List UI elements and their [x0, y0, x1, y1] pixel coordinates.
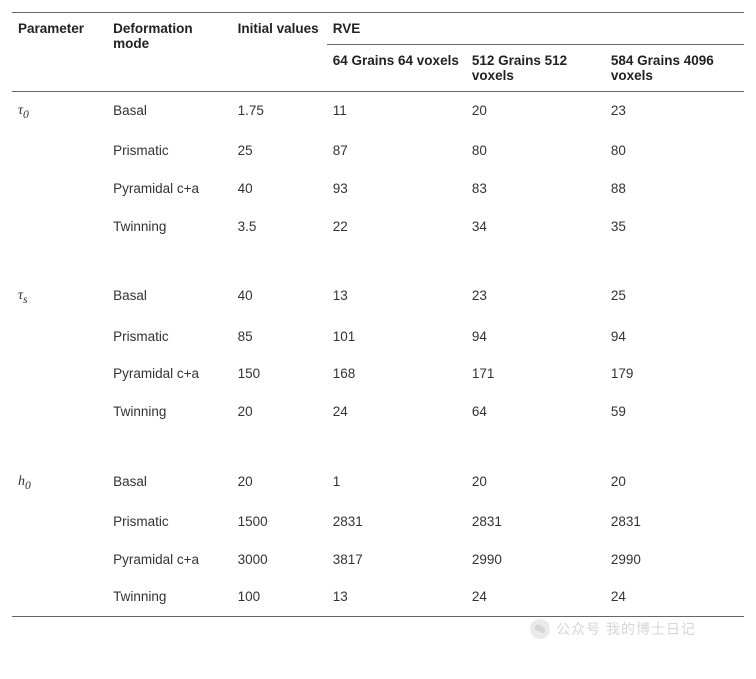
- table-body: τ0Basal1.75112023Prismatic25878080Pyrami…: [12, 92, 744, 617]
- cell-parameter: [12, 318, 107, 356]
- cell-rve-0: 101: [327, 318, 466, 356]
- cell-initial: 3.5: [232, 208, 327, 246]
- cell-rve-1: 171: [466, 355, 605, 393]
- cell-parameter: [12, 503, 107, 541]
- col-header-parameter: Parameter: [12, 13, 107, 92]
- cell-initial: 20: [232, 393, 327, 431]
- table-row: Pyramidal c+a150168171179: [12, 355, 744, 393]
- cell-rve-0: 24: [327, 393, 466, 431]
- cell-initial: 40: [232, 277, 327, 317]
- cell-mode: Twinning: [107, 393, 231, 431]
- cell-rve-2: 2831: [605, 503, 744, 541]
- cell-rve-2: 80: [605, 132, 744, 170]
- cell-rve-2: 20: [605, 463, 744, 503]
- cell-rve-2: 59: [605, 393, 744, 431]
- cell-mode: Basal: [107, 92, 231, 133]
- cell-rve-0: 93: [327, 170, 466, 208]
- cell-mode: Pyramidal c+a: [107, 170, 231, 208]
- cell-rve-1: 2990: [466, 541, 605, 579]
- cell-rve-1: 64: [466, 393, 605, 431]
- table-row: h0Basal2012020: [12, 463, 744, 503]
- cell-rve-1: 80: [466, 132, 605, 170]
- cell-rve-0: 13: [327, 578, 466, 616]
- cell-parameter: τ0: [12, 92, 107, 133]
- cell-rve-2: 88: [605, 170, 744, 208]
- cell-rve-1: 20: [466, 92, 605, 133]
- table-row: Prismatic1500283128312831: [12, 503, 744, 541]
- spacer-row: [12, 431, 744, 463]
- cell-rve-2: 35: [605, 208, 744, 246]
- cell-rve-2: 2990: [605, 541, 744, 579]
- cell-rve-0: 3817: [327, 541, 466, 579]
- cell-rve-0: 168: [327, 355, 466, 393]
- cell-rve-1: 20: [466, 463, 605, 503]
- cell-mode: Prismatic: [107, 503, 231, 541]
- cell-parameter: [12, 170, 107, 208]
- cell-parameter: τs: [12, 277, 107, 317]
- watermark: 公众号 我的博士日记: [530, 619, 696, 639]
- cell-rve-1: 23: [466, 277, 605, 317]
- cell-rve-2: 179: [605, 355, 744, 393]
- cell-initial: 1500: [232, 503, 327, 541]
- cell-rve-1: 83: [466, 170, 605, 208]
- cell-rve-0: 13: [327, 277, 466, 317]
- cell-rve-1: 94: [466, 318, 605, 356]
- cell-parameter: [12, 132, 107, 170]
- cell-parameter: [12, 393, 107, 431]
- table-row: Pyramidal c+a40938388: [12, 170, 744, 208]
- cell-mode: Twinning: [107, 578, 231, 616]
- cell-parameter: h0: [12, 463, 107, 503]
- cell-rve-0: 1: [327, 463, 466, 503]
- cell-initial: 25: [232, 132, 327, 170]
- cell-initial: 3000: [232, 541, 327, 579]
- table-row: τ0Basal1.75112023: [12, 92, 744, 133]
- cell-mode: Pyramidal c+a: [107, 355, 231, 393]
- table-row: τsBasal40132325: [12, 277, 744, 317]
- cell-rve-0: 11: [327, 92, 466, 133]
- cell-rve-1: 34: [466, 208, 605, 246]
- cell-mode: Prismatic: [107, 318, 231, 356]
- cell-rve-2: 24: [605, 578, 744, 616]
- spacer-row: [12, 245, 744, 277]
- cell-rve-2: 25: [605, 277, 744, 317]
- cell-rve-0: 87: [327, 132, 466, 170]
- table-row: Prismatic851019494: [12, 318, 744, 356]
- cell-initial: 40: [232, 170, 327, 208]
- cell-rve-0: 2831: [327, 503, 466, 541]
- col-header-rve: RVE: [327, 13, 744, 45]
- cell-parameter: [12, 541, 107, 579]
- cell-initial: 20: [232, 463, 327, 503]
- watermark-text: 公众号 我的博士日记: [556, 619, 696, 639]
- cell-initial: 85: [232, 318, 327, 356]
- results-table: Parameter Deformation mode Initial value…: [12, 12, 744, 617]
- wechat-icon: [530, 619, 550, 639]
- cell-parameter: [12, 208, 107, 246]
- cell-parameter: [12, 355, 107, 393]
- cell-mode: Basal: [107, 277, 231, 317]
- cell-rve-2: 94: [605, 318, 744, 356]
- cell-initial: 1.75: [232, 92, 327, 133]
- cell-initial: 150: [232, 355, 327, 393]
- table-row: Twinning3.5223435: [12, 208, 744, 246]
- cell-initial: 100: [232, 578, 327, 616]
- table-row: Twinning100132424: [12, 578, 744, 616]
- table-row: Pyramidal c+a3000381729902990: [12, 541, 744, 579]
- cell-mode: Prismatic: [107, 132, 231, 170]
- col-header-rve-512: 512 Grains 512 voxels: [466, 45, 605, 92]
- cell-rve-0: 22: [327, 208, 466, 246]
- table-row: Twinning20246459: [12, 393, 744, 431]
- cell-rve-1: 24: [466, 578, 605, 616]
- col-header-rve-64: 64 Grains 64 voxels: [327, 45, 466, 92]
- col-header-initial-values: Initial values: [232, 13, 327, 92]
- cell-parameter: [12, 578, 107, 616]
- col-header-deformation-mode: Deformation mode: [107, 13, 231, 92]
- col-header-rve-584: 584 Grains 4096 voxels: [605, 45, 744, 92]
- cell-mode: Basal: [107, 463, 231, 503]
- cell-rve-2: 23: [605, 92, 744, 133]
- cell-mode: Twinning: [107, 208, 231, 246]
- cell-mode: Pyramidal c+a: [107, 541, 231, 579]
- table-row: Prismatic25878080: [12, 132, 744, 170]
- cell-rve-1: 2831: [466, 503, 605, 541]
